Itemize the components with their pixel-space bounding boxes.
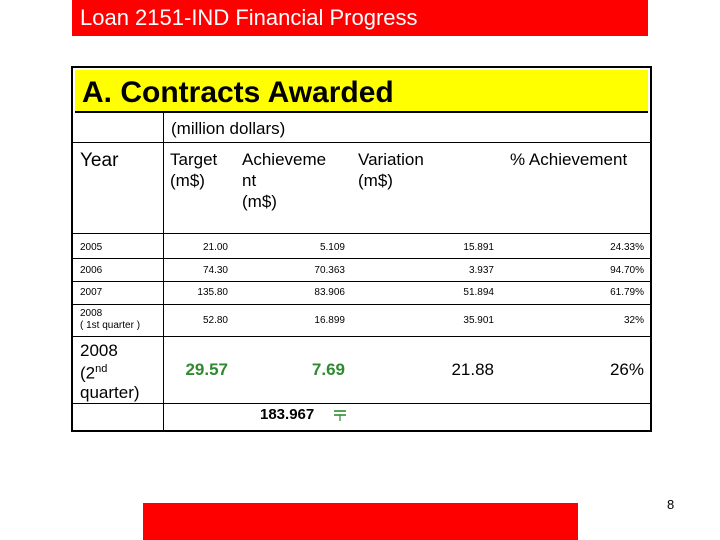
row-2006-variation: 3.937 [468,265,494,276]
row-2007-pct: 61.79% [610,287,644,298]
row-2008q1-achievement: 16.899 [314,315,345,326]
header-achievement-line2: nt [242,171,257,190]
row-2005-year: 2005 [80,242,103,253]
footer-bar [143,503,578,540]
row-2008q1-variation: 35.901 [463,315,494,326]
row-2008q2-year: 2008 (2nd quarter) [80,341,140,402]
unit-label: (million dollars) [171,119,286,138]
header-variation-line2: (m$) [358,171,393,190]
section-title: A. Contracts Awarded [82,76,394,109]
section-header: A. Contracts Awarded [75,70,648,113]
row-2006-target: 74.30 [202,265,228,276]
grid-line [73,281,650,282]
row-2008q2-variation: 21.88 [451,360,494,379]
row-2008q1-target: 52.80 [202,315,228,326]
row-2007-year: 2007 [80,287,103,298]
row-2006-achievement: 70.363 [314,265,345,276]
row-2007-achievement: 83.906 [314,287,345,298]
row-2005-target: 21.00 [202,242,228,253]
grid-line [73,233,650,234]
header-variation-line1: Variation [358,150,424,169]
row-2008q1-pct: 32% [623,315,644,326]
row-2008q1-year: 2008 ( 1st quarter ) [80,308,140,332]
grid-line [73,403,650,404]
row-2007-target: 135.80 [197,287,228,298]
grid-line [73,258,650,259]
row-2008q1-year-line2: ( 1st quarter ) [80,320,141,331]
header-achievement-line3: (m$) [242,192,277,211]
row-2008q2-achievement: 7.69 [311,360,345,379]
double-underline-mark [334,410,346,421]
row-2006-pct: 94.70% [610,265,644,276]
header-pct-achievement: % Achievement [510,150,628,169]
page-number: 8 [667,497,675,512]
row-2005-achievement: 5.109 [319,242,345,253]
row-2008q2-year-prefix: (2 [80,363,96,383]
header-year: Year [80,150,119,171]
row-2008q2-target: 29.57 [185,360,228,379]
row-2005-pct: 24.33% [610,242,644,253]
row-2008q2-pct: 26% [609,360,644,379]
header-achievement-line1: Achieveme [242,150,327,169]
row-2008q2-year-line2: (2nd [80,360,140,383]
row-2005-variation: 15.891 [463,242,494,253]
achievement-total: 183.967 [260,406,315,423]
row-2008q2-year-line3: quarter) [80,382,140,402]
row-2006-year: 2006 [80,265,103,276]
row-2008q2-year-line1: 2008 [80,341,118,360]
header-target-line1: Target [170,150,218,169]
row-2008q1-year-line1: 2008 [80,308,103,319]
table-frame: A. Contracts Awarded [71,66,652,432]
grid-line [163,112,164,432]
grid-line [73,304,650,305]
row-2007-variation: 51.894 [463,287,494,298]
row-2008q2-year-ordinal: nd [95,363,108,375]
header-variation: Variation (m$) [358,149,424,191]
grid-line [73,142,650,143]
header-target: Target (m$) [170,149,217,191]
header-achievement: Achieveme nt (m$) [242,149,326,212]
slide-title: Loan 2151-IND Financial Progress [80,5,418,30]
header-target-line2: (m$) [170,171,205,190]
slide-title-bar: Loan 2151-IND Financial Progress [72,0,648,36]
grid-line [73,336,650,337]
